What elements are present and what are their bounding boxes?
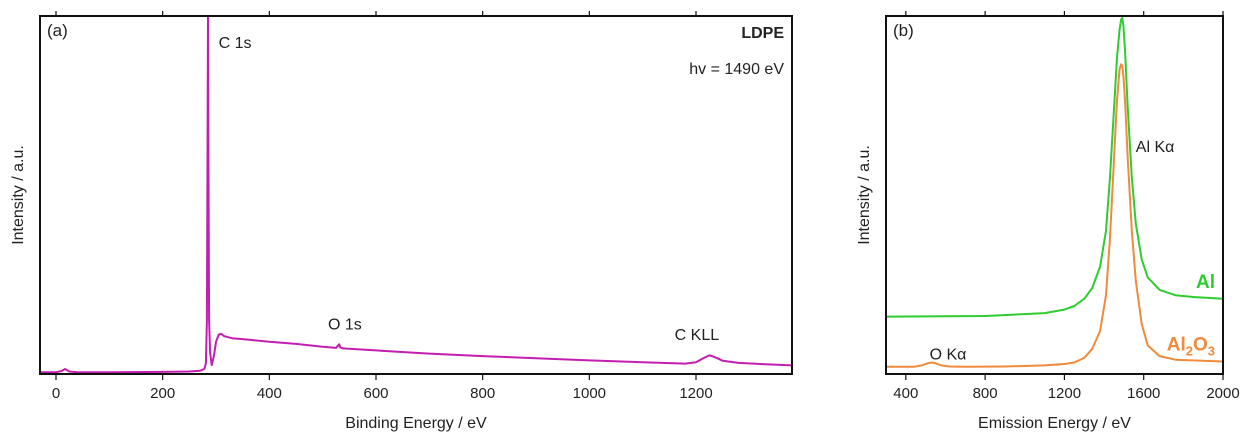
panel-a-x-tick-label: 800 [470,385,495,402]
panel-b-y-axis-label: Intensity / a.u. [856,145,873,245]
panel-a-annotation-0: C 1s [219,35,252,52]
panel-a-x-tick-label: 1000 [573,385,606,402]
panel-a-x-axis-label: Binding Energy / eV [345,415,487,432]
panel-b-label: (b) [893,21,914,40]
panel-a-annotation-2: C KLL [675,327,720,344]
panel-b-x-tick-label: 1600 [1127,385,1160,402]
panel-b-series-line-0 [886,16,1223,318]
panel-b-x-tick-label: 800 [973,385,998,402]
panel-b-series-label-1: Al2O3 [1167,334,1215,358]
panel-a-x-tick-label: 0 [52,385,60,402]
panel-b-plot-frame [885,15,1224,375]
panel-a-x-tick-label: 200 [150,385,175,402]
panel-b-x-tick-label: 1200 [1048,385,1081,402]
panel-b-series-label-0: Al [1196,272,1215,293]
panel-b-x-tick-label: 400 [893,385,918,402]
panel-a-photon-energy: hv = 1490 eV [689,61,784,78]
panel-a-x-tick-label: 600 [363,385,388,402]
panel-b-series-line-1 [886,63,1223,368]
panel-a-plot-frame [39,15,793,375]
panel-a-x-tick-label: 400 [257,385,282,402]
panel-a-label: (a) [47,21,68,40]
panel-b-x-tick-label: 2000 [1206,385,1239,402]
panel-a-series-line-0 [40,16,792,374]
panel-b-x-axis-label: Emission Energy / eV [978,415,1131,432]
panel-a-sample-label: LDPE [741,25,784,42]
panel-a-x-tick-label: 1200 [679,385,712,402]
panel-b-annotation-1: O Kα [930,347,967,364]
panel-a-y-axis-label: Intensity / a.u. [10,145,27,245]
panel-b-annotation-0: Al Kα [1136,139,1175,156]
panel-a-annotation-1: O 1s [328,316,362,333]
